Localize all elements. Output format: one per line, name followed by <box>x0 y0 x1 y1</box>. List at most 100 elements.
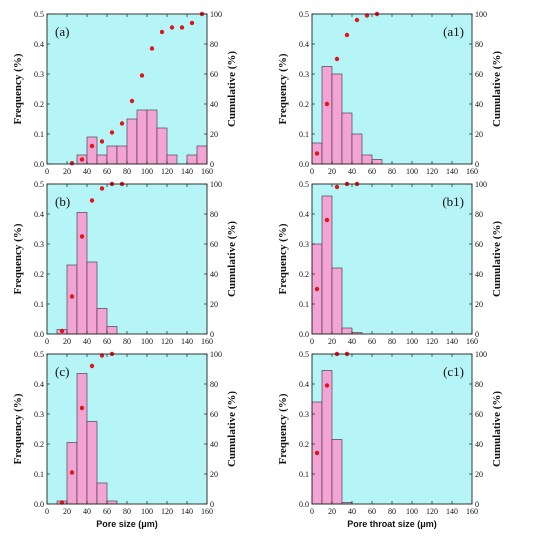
y-tick-label: 0.2 <box>34 100 44 109</box>
x-tick-label: 140 <box>181 167 193 176</box>
y-right-tick-label: 40 <box>210 270 218 279</box>
x-tick-label: 20 <box>63 167 71 176</box>
y-right-tick-label: 0 <box>210 330 214 339</box>
y-right-tick-label: 80 <box>210 210 218 219</box>
y-right-tick-label: 20 <box>475 300 483 309</box>
histogram-bar <box>321 66 333 165</box>
x-tick-label: 120 <box>161 507 173 516</box>
cumulative-point <box>149 46 155 51</box>
y-tick-label: 0.4 <box>299 210 309 219</box>
y-tick-label: 0.3 <box>34 240 44 249</box>
y-tick-label: 0.4 <box>299 40 309 49</box>
y-right-tick-label: 80 <box>210 380 218 389</box>
histogram-bar <box>341 327 353 335</box>
y-right-tick-label: 0 <box>210 500 214 509</box>
y-tick-label: 0.1 <box>34 300 44 309</box>
cumulative-point <box>79 157 85 162</box>
x-tick-label: 80 <box>123 167 131 176</box>
x-tick-label: 120 <box>426 167 438 176</box>
x-axis-label: Pore throat size (μm) <box>347 519 437 529</box>
y-tick-label: 0.5 <box>299 180 309 189</box>
x-tick-label: 100 <box>406 507 418 516</box>
cumulative-point <box>314 151 320 156</box>
cumulative-point <box>89 143 95 149</box>
x-tick-label: 140 <box>446 337 458 346</box>
y-right-tick-label: 0 <box>210 160 214 169</box>
x-tick-label: 0 <box>45 507 49 516</box>
y-tick-label: 0.0 <box>299 160 309 169</box>
y-right-tick-label: 20 <box>210 130 218 139</box>
x-tick-label: 80 <box>388 507 396 516</box>
x-tick-label: 60 <box>103 337 111 346</box>
histogram-bar <box>96 482 108 505</box>
x-tick-label: 140 <box>181 507 193 516</box>
histogram-bar <box>321 370 333 505</box>
x-tick-label: 40 <box>83 337 91 346</box>
y-axis-label: Frequency (%) <box>277 53 289 124</box>
y-right-tick-label: 100 <box>210 180 222 189</box>
x-tick-label: 160 <box>201 337 213 346</box>
y-tick-label: 0.5 <box>299 10 309 19</box>
y-tick-label: 0.0 <box>299 330 309 339</box>
y-right-tick-label: 40 <box>475 100 483 109</box>
x-tick-label: 140 <box>181 337 193 346</box>
cumulative-point <box>314 286 320 292</box>
x-tick-label: 60 <box>103 507 111 516</box>
histogram-bar <box>126 118 138 165</box>
cumulative-point <box>324 101 330 107</box>
y-right-tick-label: 20 <box>210 470 218 479</box>
y-right-tick-label: 60 <box>210 240 218 249</box>
y-tick-label: 0.3 <box>299 240 309 249</box>
x-tick-label: 100 <box>141 337 153 346</box>
y-tick-label: 0.0 <box>34 330 44 339</box>
x-tick-label: 0 <box>310 337 314 346</box>
panel-c1: 0 20 40 60 80 100 120 140 160 0.0 0.1 0.2 0.3 0.4 0.5 0… <box>277 350 503 529</box>
x-tick-label: 60 <box>103 167 111 176</box>
histogram-bar <box>351 133 363 165</box>
cumulative-point <box>334 184 340 190</box>
panel-label: (a1) <box>443 24 464 39</box>
cumulative-point <box>119 121 125 126</box>
y-tick-label: 0.2 <box>299 440 309 449</box>
y-right-axis-label: Cumulative (%) <box>491 51 503 127</box>
histogram-bar <box>66 264 78 335</box>
x-tick-label: 20 <box>328 337 336 346</box>
x-tick-label: 100 <box>406 167 418 176</box>
cumulative-point <box>109 130 115 135</box>
y-right-tick-label: 80 <box>475 380 483 389</box>
histogram-bar <box>331 267 343 335</box>
x-tick-label: 20 <box>328 167 336 176</box>
panel-c: 0 20 40 60 80 100 120 140 160 0.0 0.1 0.2 0.3 0.4 0.5 0… <box>12 350 238 529</box>
cumulative-series <box>314 181 360 292</box>
histogram-bar <box>331 439 343 505</box>
cumulative-point <box>139 73 145 78</box>
histogram-bar <box>96 308 108 335</box>
histogram-bar <box>321 195 333 335</box>
panel-label: (b) <box>55 194 70 209</box>
x-tick-label: 40 <box>348 507 356 516</box>
y-right-tick-label: 60 <box>210 410 218 419</box>
y-tick-label: 0.1 <box>34 470 44 479</box>
panel-label: (b1) <box>442 194 464 209</box>
x-tick-label: 160 <box>466 167 478 176</box>
y-right-axis-label: Cumulative (%) <box>491 221 503 297</box>
y-axis-label: Frequency (%) <box>12 223 24 294</box>
x-axis-label: Pore size (μm) <box>96 519 158 529</box>
y-tick-label: 0.3 <box>299 410 309 419</box>
y-tick-label: 0.3 <box>299 70 309 79</box>
y-right-tick-label: 40 <box>210 100 218 109</box>
cumulative-point <box>99 139 105 144</box>
y-tick-label: 0.1 <box>299 300 309 309</box>
y-right-tick-label: 40 <box>210 440 218 449</box>
histogram-bar <box>106 500 118 505</box>
y-tick-label: 0.4 <box>34 380 44 389</box>
y-right-tick-label: 100 <box>210 10 222 19</box>
y-axis-label: Frequency (%) <box>277 223 289 294</box>
x-tick-label: 120 <box>426 337 438 346</box>
y-right-tick-label: 20 <box>210 300 218 309</box>
cumulative-point <box>334 56 340 62</box>
cumulative-point <box>99 186 105 191</box>
histogram-bar <box>136 109 148 165</box>
x-tick-label: 160 <box>466 337 478 346</box>
y-right-tick-label: 40 <box>475 440 483 449</box>
